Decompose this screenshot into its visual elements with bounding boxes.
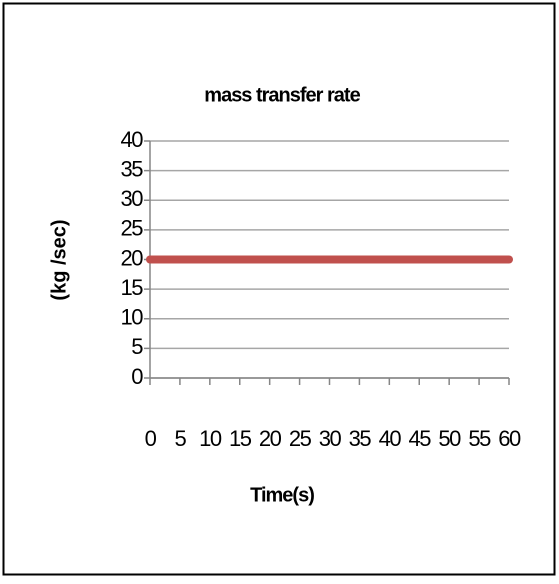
- x-tick-label: 15: [229, 426, 252, 451]
- x-tick-label: 55: [468, 426, 491, 451]
- y-tick-label: 35: [121, 156, 144, 181]
- y-tick-label: 30: [121, 186, 144, 211]
- x-tick-label: 20: [259, 426, 282, 451]
- y-tick-label: 5: [131, 334, 143, 359]
- x-tick-label: 10: [199, 426, 222, 451]
- chart-title: mass transfer rate: [204, 84, 360, 106]
- x-tick-label: 60: [498, 426, 521, 451]
- y-tick-label: 20: [121, 245, 144, 270]
- x-tick-label: 35: [349, 426, 372, 451]
- y-tick-label: 25: [121, 216, 144, 241]
- y-tick-label: 40: [121, 127, 144, 152]
- x-tick-label: 5: [175, 426, 187, 451]
- x-tick-label: 40: [379, 426, 402, 451]
- y-tick-label: 10: [121, 305, 144, 330]
- x-axis-label: Time(s): [250, 484, 314, 506]
- x-tick-label: 25: [289, 426, 312, 451]
- y-tick-label: 15: [121, 275, 144, 300]
- x-tick-label: 50: [438, 426, 461, 451]
- x-tick-label: 45: [409, 426, 432, 451]
- y-tick-label: 0: [131, 364, 143, 389]
- x-tick-label: 0: [145, 426, 157, 451]
- y-axis-label: (kg /sec): [48, 219, 70, 300]
- x-tick-label: 30: [319, 426, 342, 451]
